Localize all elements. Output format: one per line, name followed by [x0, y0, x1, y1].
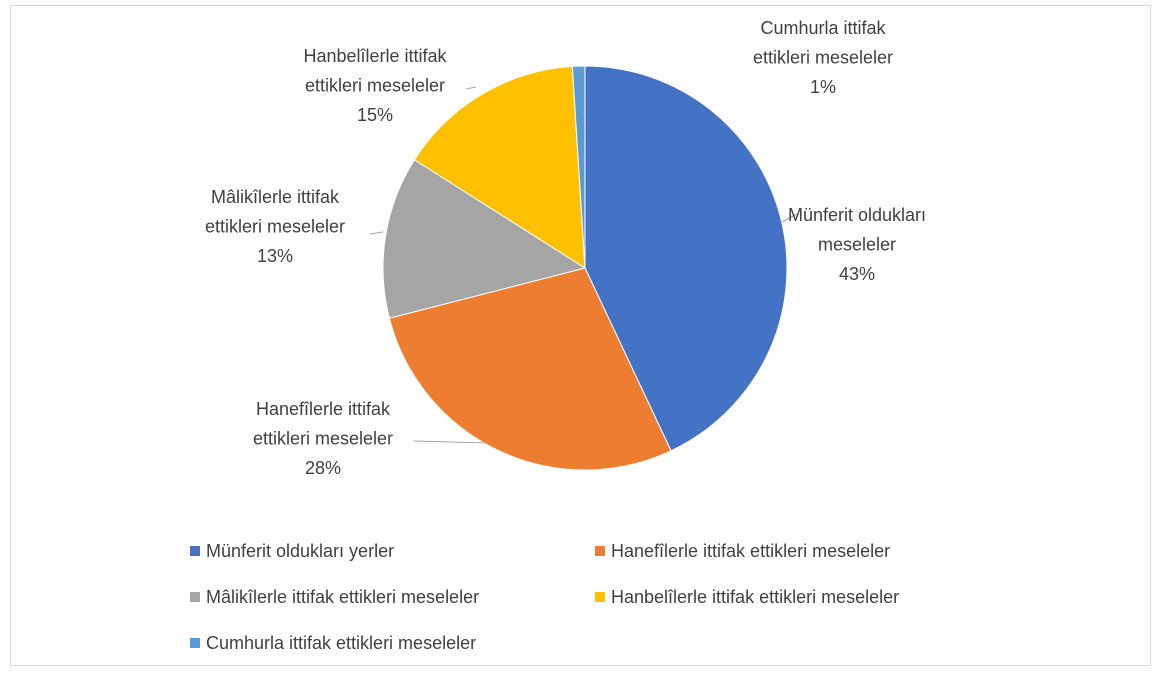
- data-label-value: 1%: [810, 77, 836, 97]
- data-label-value: 28%: [305, 458, 341, 478]
- legend-label: Cumhurla ittifak ettikleri meseleler: [206, 633, 476, 653]
- data-label: ettikleri meseleler: [753, 47, 893, 67]
- data-label-value: 43%: [839, 264, 875, 284]
- data-label-value: 15%: [357, 105, 393, 125]
- data-label: Münferit oldukları: [788, 205, 926, 225]
- legend-swatch: [190, 546, 200, 556]
- data-label: Mâlikîlerle ittifak: [211, 187, 340, 207]
- legend-label: Münferit oldukları yerler: [206, 541, 394, 561]
- legend-swatch: [595, 592, 605, 602]
- data-label-value: 13%: [257, 246, 293, 266]
- data-label: Cumhurla ittifak: [760, 18, 886, 38]
- data-label: meseleler: [818, 234, 896, 254]
- legend-label: Hanefîlerle ittifak ettikleri meseleler: [611, 541, 890, 561]
- leader-line: [413, 440, 489, 444]
- pie-slice: [413, 65, 586, 269]
- legend-label: Mâlikîlerle ittifak ettikleri meseleler: [206, 587, 479, 607]
- data-label: ettikleri meseleler: [205, 216, 345, 236]
- data-label: ettikleri meseleler: [253, 428, 393, 448]
- data-label: ettikleri meseleler: [305, 75, 445, 95]
- data-label: Hanbelîlerle ittifak: [303, 46, 447, 66]
- legend-swatch: [190, 638, 200, 648]
- pie-slice: [584, 65, 788, 452]
- leader-line: [781, 213, 798, 223]
- pie-slice: [382, 159, 587, 319]
- leader-line: [369, 231, 384, 235]
- legend-swatch: [190, 592, 200, 602]
- leader-line: [465, 86, 477, 90]
- pie-slice: [388, 267, 672, 471]
- legend-label: Hanbelîlerle ittifak ettikleri meseleler: [611, 587, 899, 607]
- data-label: Hanefîlerle ittifak: [256, 399, 391, 419]
- legend-swatch: [595, 546, 605, 556]
- pie-slice: [571, 65, 586, 269]
